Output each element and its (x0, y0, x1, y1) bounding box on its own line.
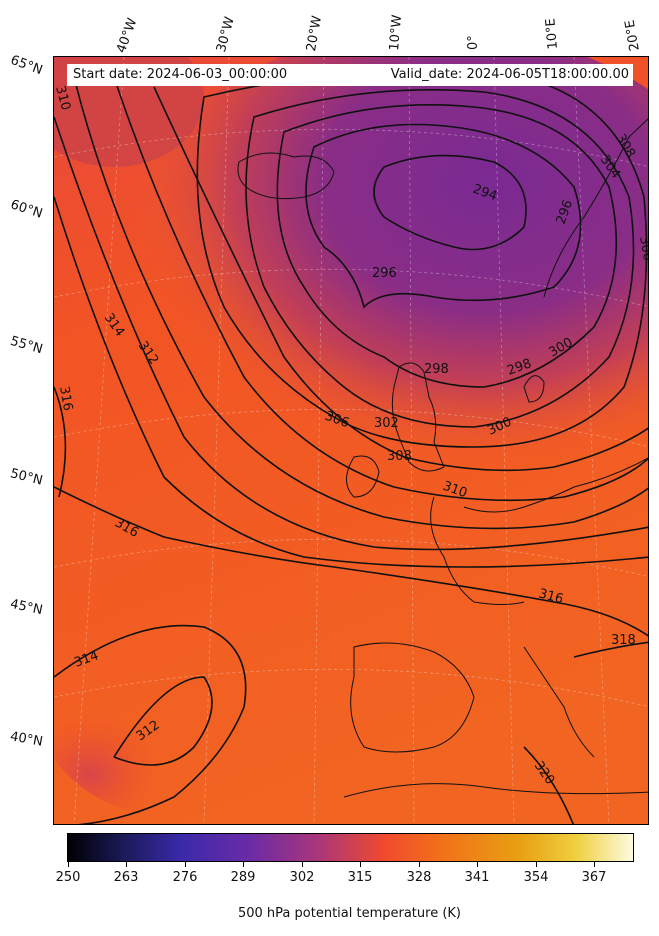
ireland-coast (346, 455, 380, 498)
valid-date-label: Valid_date: 2024-06-05T18:00:00.00 (390, 67, 629, 82)
contour-318 (573, 641, 648, 658)
lon-label: 20°W (304, 14, 326, 53)
colorbar-tick: 276 (172, 870, 198, 885)
sw-cool-region (54, 577, 314, 817)
uk-coast (391, 362, 445, 472)
contour-296 (305, 123, 582, 309)
start-date-label: Start date: 2024-06-03_00:00:00 (73, 67, 288, 82)
contour-label: 318 (611, 633, 636, 648)
norway-coast (543, 118, 648, 298)
lat-label: 55°N (8, 333, 45, 358)
contour-label: 316 (537, 586, 565, 607)
africa-coast (343, 783, 648, 798)
contour-312-sw (113, 676, 213, 766)
lon-label: 20°E (622, 18, 643, 53)
lon-label: 10°W (387, 14, 406, 52)
map-panel: 310 308 304 306 294 296 296 298 298 300 … (53, 56, 649, 825)
colorbar-tick: 341 (464, 870, 490, 885)
contour-308 (113, 76, 648, 502)
lat-label: 45°N (8, 596, 44, 619)
map-canvas: 310 308 304 306 294 296 296 298 298 300 … (54, 57, 649, 824)
lon-label: 40°W (114, 16, 141, 56)
contour-label: 316 (56, 385, 75, 412)
contour-306 (153, 86, 648, 472)
colorbar (67, 833, 634, 862)
contour-300 (245, 89, 635, 428)
colorbar-tick: 328 (406, 870, 432, 885)
lon-label: 30°W (214, 15, 238, 54)
contour-label: 298 (424, 362, 449, 377)
denmark-coast (523, 375, 545, 403)
colorbar-tick: 250 (55, 870, 81, 885)
contour-314-sw (54, 624, 247, 824)
colorbar-tick: 354 (523, 870, 549, 885)
contour-320 (523, 746, 575, 824)
colorbar-tick: 263 (113, 870, 139, 885)
contour-314 (54, 196, 648, 568)
date-header: Start date: 2024-06-03_00:00:00 Valid_da… (67, 64, 633, 86)
lon-label: 10°E (543, 17, 561, 51)
contour-label: 310 (54, 84, 73, 112)
coastlines (237, 118, 648, 798)
lat-label: 65°N (8, 52, 45, 79)
contour-298 (276, 103, 618, 388)
contours (54, 68, 648, 824)
italy-coast (523, 646, 595, 758)
iberia-coast (350, 642, 475, 753)
colorbar-label: 500 hPa potential temperature (K) (237, 906, 461, 921)
contour-label: 306 (636, 235, 649, 262)
lat-label: 50°N (8, 466, 45, 489)
lat-label: 60°N (8, 197, 45, 222)
contour-label: 302 (374, 416, 399, 431)
contour-316 (54, 386, 67, 498)
contour-294 (373, 154, 527, 251)
contour-label: 308 (387, 449, 412, 464)
contour-316b (54, 486, 648, 637)
contour-310 (73, 76, 648, 530)
europe-coast (463, 457, 648, 513)
contour-label: 296 (372, 266, 397, 281)
iceland-coast (237, 152, 335, 200)
colorbar-tick: 315 (347, 870, 373, 885)
contour-312 (54, 116, 648, 551)
colorbar-tick: 289 (230, 870, 256, 885)
colorbar-tick: 302 (289, 870, 315, 885)
lon-label: 0° (466, 35, 481, 50)
colorbar-tick: 367 (581, 870, 607, 885)
lat-label: 40°N (8, 729, 44, 750)
